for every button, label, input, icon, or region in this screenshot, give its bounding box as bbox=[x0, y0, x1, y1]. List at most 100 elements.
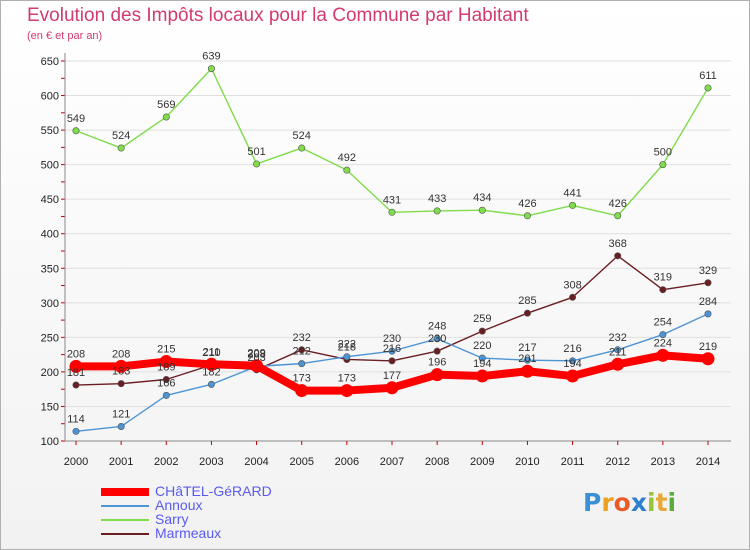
data-label: 426 bbox=[609, 198, 627, 210]
data-label: 201 bbox=[518, 353, 536, 365]
data-label: 319 bbox=[654, 272, 672, 284]
proxiti-logo: Proxiti bbox=[583, 488, 676, 517]
y-tick-label: 550 bbox=[41, 125, 59, 137]
x-tick-label: 2002 bbox=[154, 456, 178, 468]
y-tick-label: 300 bbox=[41, 298, 59, 310]
logo-letter: i bbox=[647, 488, 656, 517]
x-tick-label: 2003 bbox=[199, 456, 223, 468]
data-point bbox=[704, 84, 712, 92]
data-point bbox=[569, 201, 577, 209]
data-point bbox=[117, 422, 125, 430]
data-label: 285 bbox=[518, 295, 536, 307]
data-label: 183 bbox=[112, 366, 130, 378]
data-label: 166 bbox=[157, 377, 175, 389]
data-label: 216 bbox=[383, 343, 401, 355]
legend-label: Sarry bbox=[155, 511, 189, 527]
data-point bbox=[659, 286, 667, 294]
data-label: 203 bbox=[247, 352, 265, 364]
data-label: 212 bbox=[293, 346, 311, 358]
data-label: 500 bbox=[654, 147, 672, 159]
data-label: 219 bbox=[699, 341, 717, 353]
x-tick-label: 2012 bbox=[605, 456, 629, 468]
data-point bbox=[117, 144, 125, 152]
legend-swatch bbox=[101, 519, 149, 521]
logo-letter: t bbox=[655, 488, 668, 517]
data-point bbox=[162, 113, 170, 121]
data-point bbox=[162, 376, 170, 384]
data-label: 215 bbox=[157, 344, 175, 356]
data-point bbox=[298, 346, 306, 354]
data-label: 196 bbox=[428, 357, 446, 369]
data-label: 232 bbox=[293, 332, 311, 344]
data-label: 524 bbox=[112, 130, 130, 142]
data-point bbox=[117, 380, 125, 388]
data-label: 434 bbox=[473, 192, 491, 204]
data-point bbox=[114, 359, 128, 373]
data-label: 230 bbox=[428, 333, 446, 345]
data-point bbox=[159, 355, 173, 369]
data-point bbox=[343, 166, 351, 174]
legend-label: CHâTEL-GéRARD bbox=[155, 483, 272, 499]
legend-label: Annoux bbox=[155, 497, 203, 513]
y-tick-label: 600 bbox=[41, 91, 59, 103]
data-label: 549 bbox=[67, 113, 85, 125]
data-label: 216 bbox=[563, 343, 581, 355]
data-label: 208 bbox=[247, 348, 265, 360]
data-label: 501 bbox=[247, 146, 265, 158]
data-label: 639 bbox=[202, 51, 220, 63]
logo-letter: r bbox=[601, 488, 614, 517]
data-point bbox=[433, 347, 441, 355]
data-label: 232 bbox=[609, 332, 627, 344]
data-label: 259 bbox=[473, 313, 491, 325]
data-label: 211 bbox=[203, 346, 221, 358]
data-point bbox=[340, 384, 354, 398]
data-label: 248 bbox=[428, 321, 446, 333]
data-point bbox=[388, 347, 396, 355]
data-point bbox=[298, 144, 306, 152]
data-label: 284 bbox=[699, 296, 717, 308]
data-point bbox=[478, 327, 486, 335]
data-point bbox=[250, 359, 264, 373]
data-label: 254 bbox=[654, 317, 672, 329]
data-point bbox=[295, 384, 309, 398]
legend-swatch bbox=[101, 488, 149, 496]
y-tick-label: 400 bbox=[41, 229, 59, 241]
data-label: 431 bbox=[383, 194, 401, 206]
data-point bbox=[72, 381, 80, 389]
data-point bbox=[614, 212, 622, 220]
y-tick-label: 100 bbox=[41, 436, 59, 448]
data-point bbox=[72, 427, 80, 435]
data-label: 426 bbox=[518, 198, 536, 210]
data-point bbox=[659, 161, 667, 169]
data-point bbox=[388, 208, 396, 216]
data-point bbox=[614, 252, 622, 260]
data-point bbox=[569, 293, 577, 301]
data-point bbox=[69, 359, 83, 373]
legend-swatch bbox=[101, 533, 149, 535]
legend-swatch bbox=[101, 505, 149, 507]
data-point bbox=[207, 65, 215, 73]
data-label: 173 bbox=[338, 373, 356, 385]
data-point bbox=[659, 331, 667, 339]
data-point bbox=[204, 357, 218, 371]
data-point bbox=[430, 368, 444, 382]
data-label: 222 bbox=[338, 339, 356, 351]
data-point bbox=[656, 348, 670, 362]
data-label: 368 bbox=[609, 238, 627, 250]
y-tick-label: 200 bbox=[41, 367, 59, 379]
legend-label: Marmeaux bbox=[155, 525, 222, 541]
x-tick-label: 2004 bbox=[244, 456, 268, 468]
data-label: 177 bbox=[383, 370, 401, 382]
y-tick-label: 250 bbox=[41, 332, 59, 344]
data-point bbox=[433, 207, 441, 215]
data-point bbox=[701, 352, 715, 366]
data-label: 211 bbox=[609, 346, 627, 358]
data-label: 194 bbox=[473, 358, 491, 370]
data-label: 433 bbox=[428, 193, 446, 205]
chart-subtitle: (en € et par an) bbox=[27, 30, 103, 42]
x-tick-label: 2007 bbox=[380, 456, 404, 468]
logo-letter: i bbox=[667, 488, 677, 517]
data-label: 217 bbox=[518, 342, 536, 354]
data-point bbox=[478, 354, 486, 362]
data-label: 441 bbox=[563, 187, 581, 199]
